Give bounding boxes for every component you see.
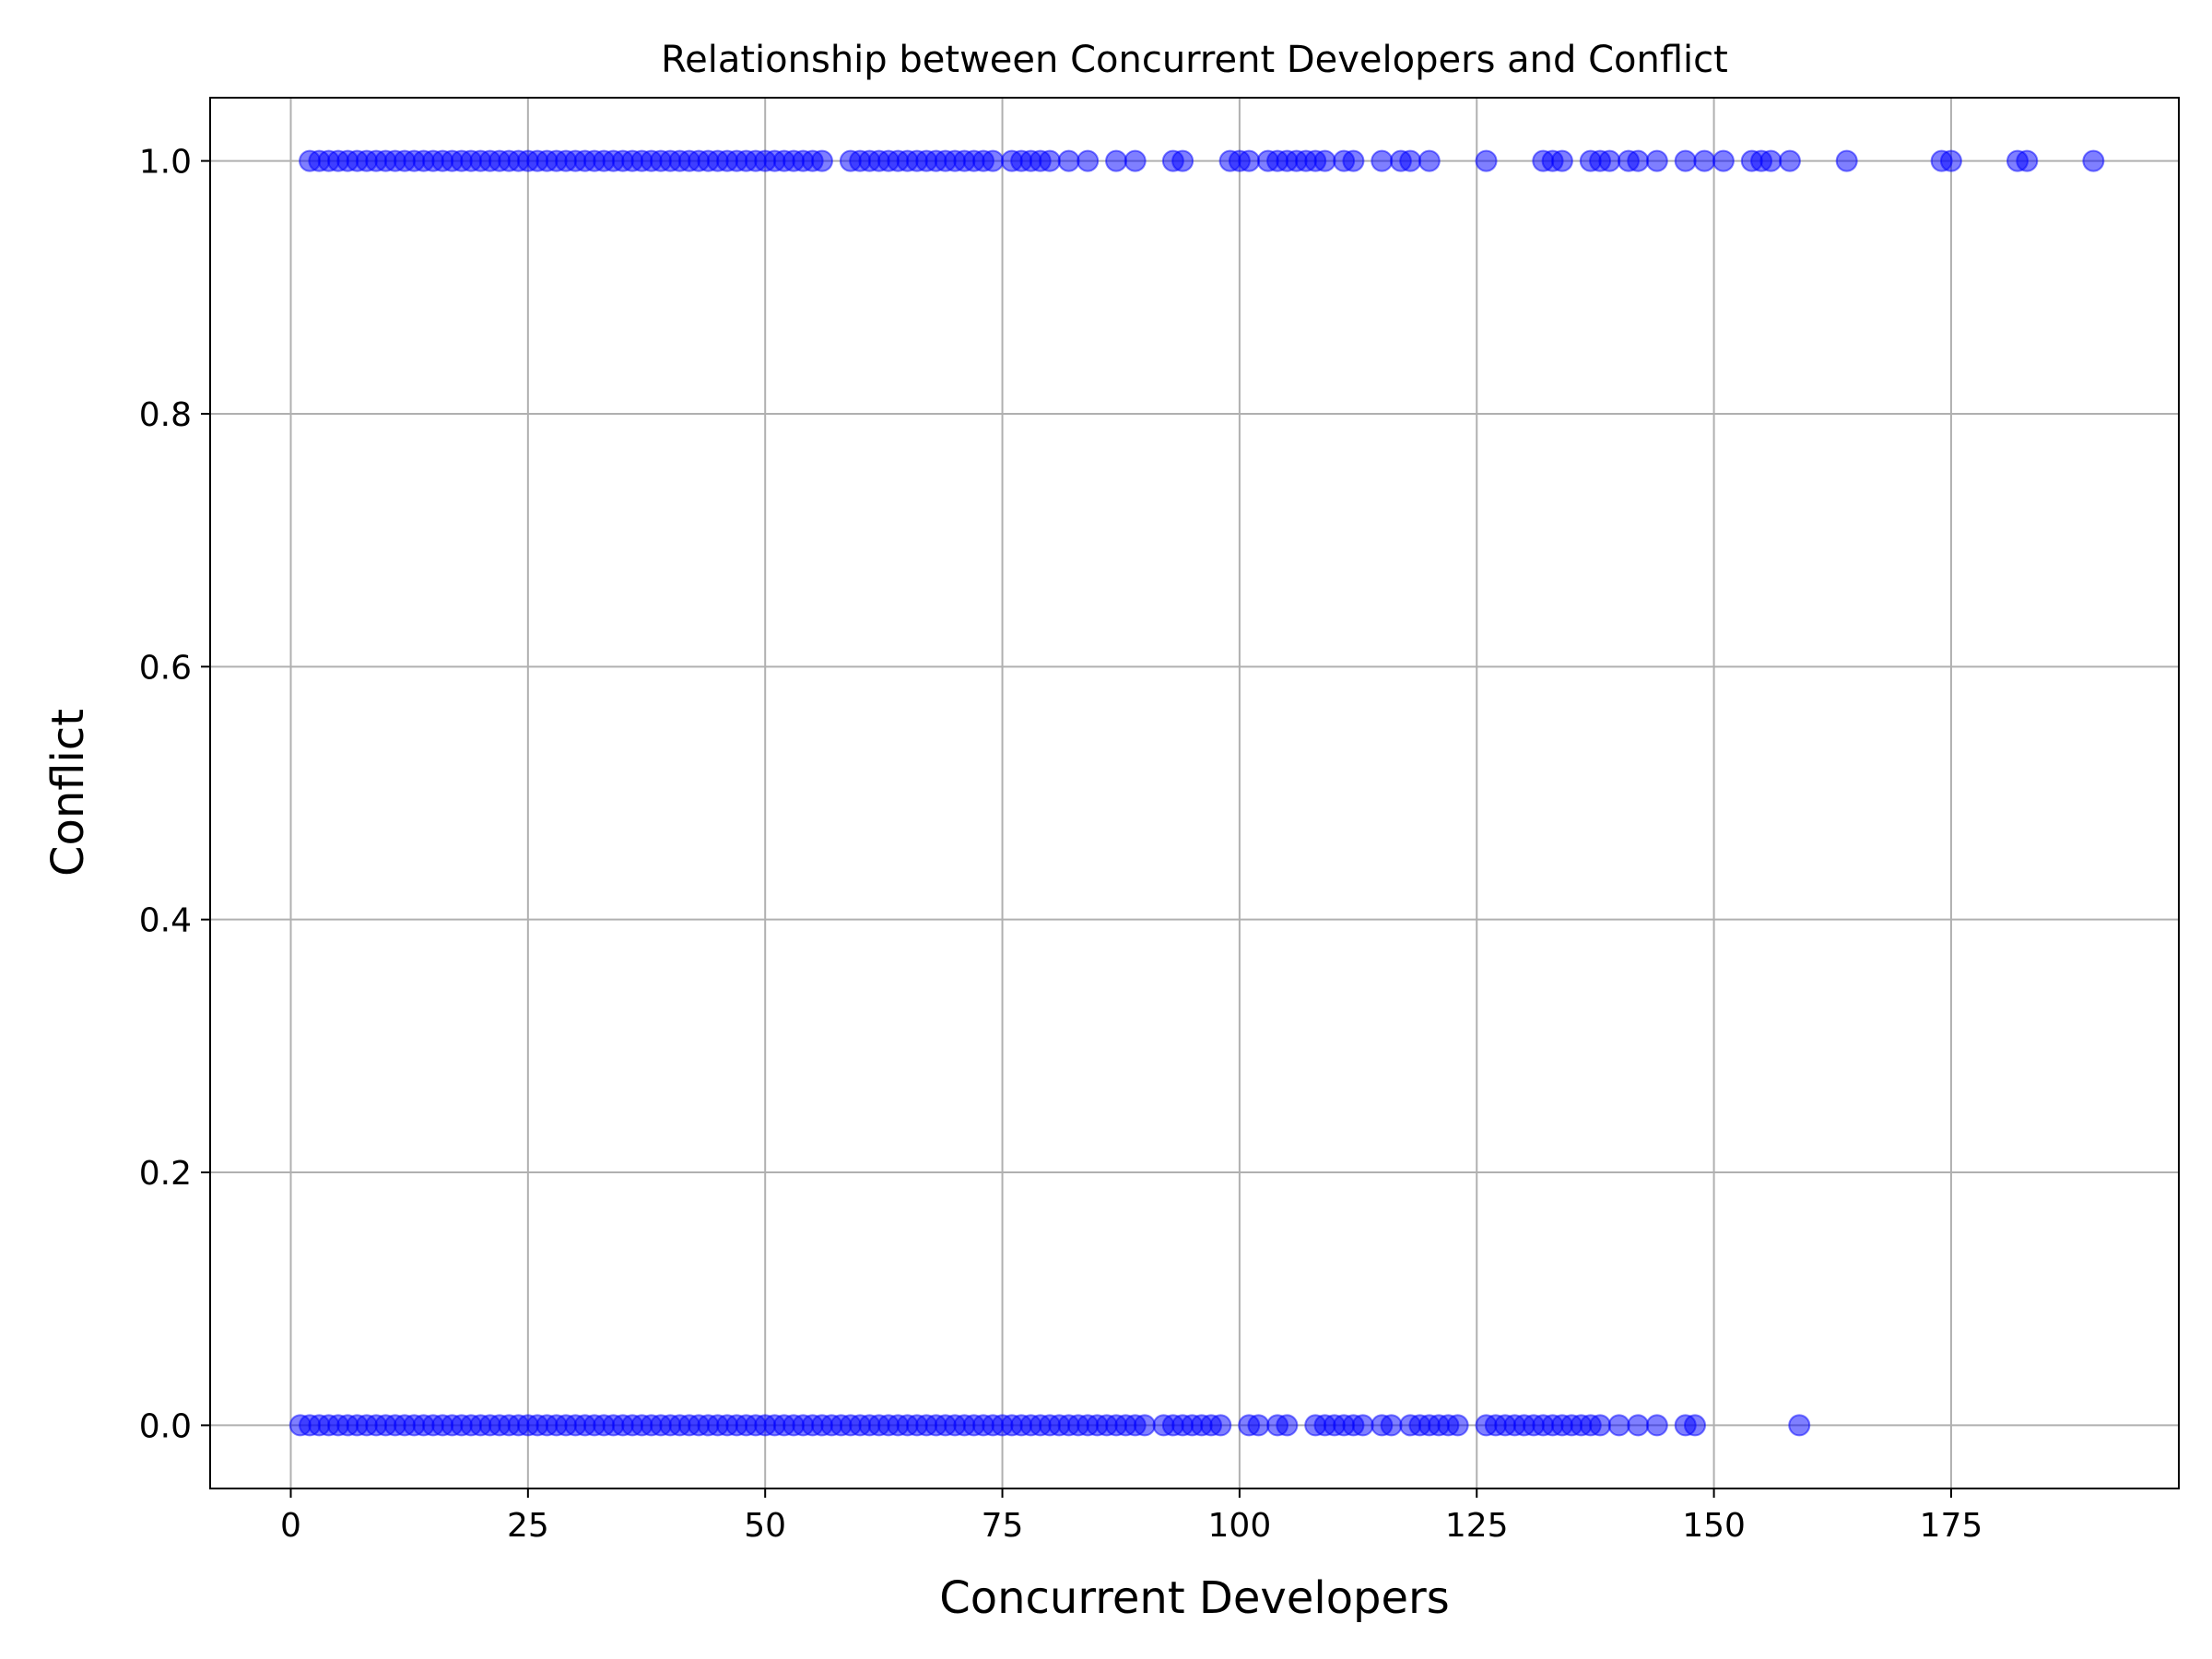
data-point: [1077, 149, 1100, 172]
y-tick-label: 0.8: [139, 396, 192, 434]
y-tick-label: 1.0: [139, 144, 192, 182]
data-point: [1342, 149, 1365, 172]
data-point: [1105, 149, 1128, 172]
data-point: [1039, 149, 1062, 172]
data-point: [982, 149, 1005, 172]
x-tick-label: 75: [982, 1507, 1024, 1545]
data-point: [1124, 149, 1147, 172]
data-point: [1171, 149, 1194, 172]
x-tick-label: 100: [1208, 1507, 1272, 1545]
data-point: [1550, 149, 1573, 172]
data-point: [1759, 149, 1783, 172]
data-point: [1399, 149, 1422, 172]
data-point: [1247, 1414, 1270, 1437]
axis-ticks: 0 25 50 75 100 125 150 175 0.0 0.2 0.4 0.6 0.8 1.0: [139, 144, 1983, 1545]
data-points: [288, 149, 2105, 1437]
data-point: [1209, 1414, 1232, 1437]
data-point: [1674, 149, 1697, 172]
data-point: [1627, 149, 1650, 172]
x-tick-label: 175: [1920, 1507, 1983, 1545]
x-tick-label: 0: [280, 1507, 301, 1545]
x-tick-label: 50: [744, 1507, 786, 1545]
data-point: [1276, 1414, 1299, 1437]
data-point: [1684, 1414, 1707, 1437]
data-point: [810, 149, 833, 172]
y-tick-label: 0.0: [139, 1407, 192, 1445]
y-tick-label: 0.6: [139, 649, 192, 687]
y-tick-label: 0.4: [139, 902, 192, 940]
data-point: [1313, 149, 1336, 172]
chart-title: Relationship between Concurrent Develope…: [661, 39, 1728, 81]
data-point: [1645, 149, 1668, 172]
data-point: [1589, 1414, 1612, 1437]
data-point: [1607, 1414, 1630, 1437]
data-point: [1475, 149, 1498, 172]
data-point: [1712, 149, 1735, 172]
data-point: [1380, 1414, 1403, 1437]
x-tick-label: 150: [1682, 1507, 1746, 1545]
data-point: [1371, 149, 1394, 172]
data-point: [1835, 149, 1858, 172]
grid: [210, 98, 2179, 1488]
data-point: [1788, 1414, 1811, 1437]
data-point: [1238, 149, 1261, 172]
data-point: [1418, 149, 1441, 172]
data-point: [1133, 1414, 1156, 1437]
data-point: [1939, 149, 1962, 172]
y-axis-label: Conflict: [42, 709, 94, 877]
x-axis-label: Concurrent Developers: [939, 1572, 1450, 1624]
data-point: [1057, 149, 1080, 172]
data-point: [1598, 149, 1621, 172]
data-point: [1778, 149, 1801, 172]
data-point: [1351, 1414, 1374, 1437]
y-tick-label: 0.2: [139, 1155, 192, 1193]
x-tick-label: 125: [1445, 1507, 1509, 1545]
data-point: [1645, 1414, 1668, 1437]
data-point: [2082, 149, 2105, 172]
data-point: [1693, 149, 1716, 172]
data-point: [1627, 1414, 1650, 1437]
x-tick-label: 25: [507, 1507, 549, 1545]
data-point: [2016, 149, 2039, 172]
plot-frame: [209, 97, 2180, 1489]
data-point: [1446, 1414, 1469, 1437]
